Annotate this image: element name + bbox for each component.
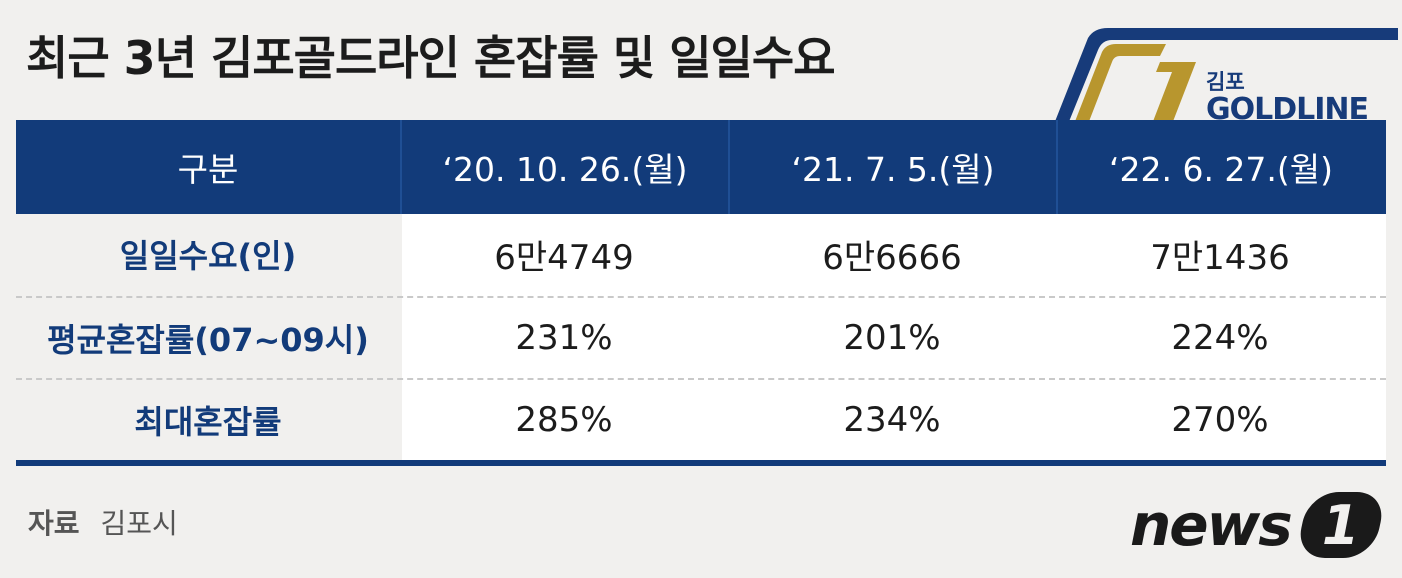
table-row-daily-demand: 일일수요(인) 6만4749 6만6666 7만1436 [16, 214, 1386, 296]
data-table: 구분 ‘20. 10. 26.(월) ‘21. 7. 5.(월) ‘22. 6.… [16, 120, 1386, 467]
header-category: 구분 [177, 150, 239, 189]
row-label: 평균혼잡률(07~09시) [47, 321, 369, 359]
table-row-avg-congestion: 평균혼잡률(07~09시) 231% 201% 224% [16, 296, 1386, 378]
table-cell: 231% [515, 318, 613, 358]
table-cell: 7만1436 [1150, 237, 1290, 278]
row-label: 일일수요(인) [119, 237, 297, 275]
column-bg-2022 [1058, 214, 1386, 460]
table-cell: 270% [1171, 400, 1269, 440]
goldline-logo [1048, 28, 1398, 124]
news1-logo-text: news [1130, 491, 1293, 559]
header-date-2021: ‘21. 7. 5.(월) [728, 120, 1056, 214]
table-row-max-congestion: 최대혼잡률 285% 234% 270% [16, 378, 1386, 460]
source-label: 자료 [28, 507, 80, 540]
logo-small-text: 김포 [1206, 70, 1245, 94]
table-cell: 224% [1171, 318, 1269, 358]
news1-badge-number: 1 [1322, 493, 1360, 557]
page-title: 최근 3년 김포골드라인 혼잡률 및 일일수요 [26, 31, 836, 85]
table-body: 일일수요(인) 6만4749 6만6666 7만1436 평균혼잡률(07~09… [16, 214, 1386, 460]
column-bg-2021 [730, 214, 1058, 460]
header-date-2022: ‘22. 6. 27.(월) [1056, 120, 1384, 214]
table-bottom-rule [16, 460, 1386, 466]
column-bg-2020 [402, 214, 730, 460]
row-label: 최대혼잡률 [134, 403, 282, 441]
table-cell: 285% [515, 400, 613, 440]
news1-badge-icon: 1 [1294, 492, 1388, 558]
table-cell: 201% [843, 318, 941, 358]
table-cell: 6만4749 [494, 237, 634, 278]
header-date-2020: ‘20. 10. 26.(월) [400, 120, 728, 214]
news1-logo: news 1 [1130, 491, 1388, 559]
table-cell: 234% [843, 400, 941, 440]
source-note: 자료 김포시 [28, 502, 178, 542]
table-header: 구분 ‘20. 10. 26.(월) ‘21. 7. 5.(월) ‘22. 6.… [16, 120, 1386, 214]
table-cell: 6만6666 [822, 237, 962, 278]
source-value: 김포시 [100, 507, 178, 540]
goldline-logo-mark-icon [1054, 28, 1398, 124]
